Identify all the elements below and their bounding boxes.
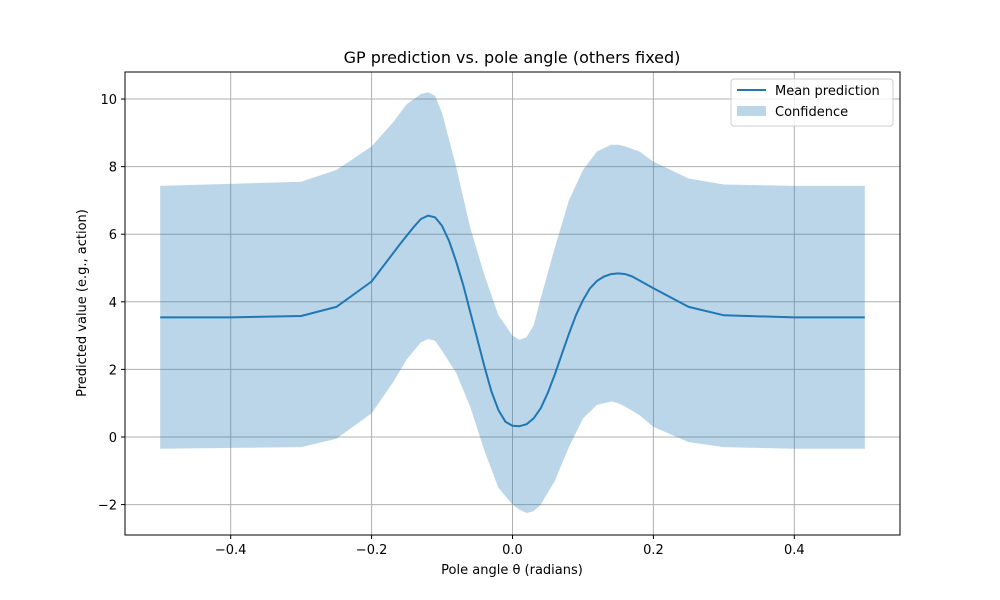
x-tick-label: −0.4	[215, 543, 247, 558]
y-tick-label: 2	[109, 363, 117, 378]
chart-title: GP prediction vs. pole angle (others fix…	[344, 48, 681, 67]
x-tick-label: 0.2	[643, 543, 664, 558]
x-ticks: −0.4 −0.2 0.0 0.2 0.4	[215, 535, 805, 558]
x-tick-label: 0.4	[784, 543, 805, 558]
x-axis-label: Pole angle θ (radians)	[441, 563, 583, 578]
y-ticks: −2 0 2 4 6 8 10	[98, 93, 125, 514]
y-tick-label: 6	[109, 228, 117, 243]
y-tick-label: 4	[109, 296, 117, 311]
legend-confidence-label: Confidence	[775, 105, 848, 120]
x-tick-label: −0.2	[356, 543, 388, 558]
mean-line-layer	[160, 214, 865, 428]
legend-confidence-swatch	[737, 106, 766, 116]
legend-box	[730, 78, 894, 127]
y-tick-label: −2	[98, 499, 117, 514]
y-tick-label: 0	[109, 431, 117, 446]
legend: Mean prediction Confidence	[730, 78, 894, 127]
y-tick-label: 8	[109, 161, 117, 176]
grid	[125, 72, 900, 535]
y-axis-label: Predicted value (e.g., action)	[75, 209, 90, 397]
legend-mean-label: Mean prediction	[775, 84, 880, 99]
y-tick-label: 10	[100, 93, 117, 108]
confidence-band	[160, 92, 865, 514]
x-tick-label: 0.0	[502, 543, 523, 558]
mean-prediction-line	[160, 214, 865, 428]
confidence-band-layer	[160, 92, 865, 514]
